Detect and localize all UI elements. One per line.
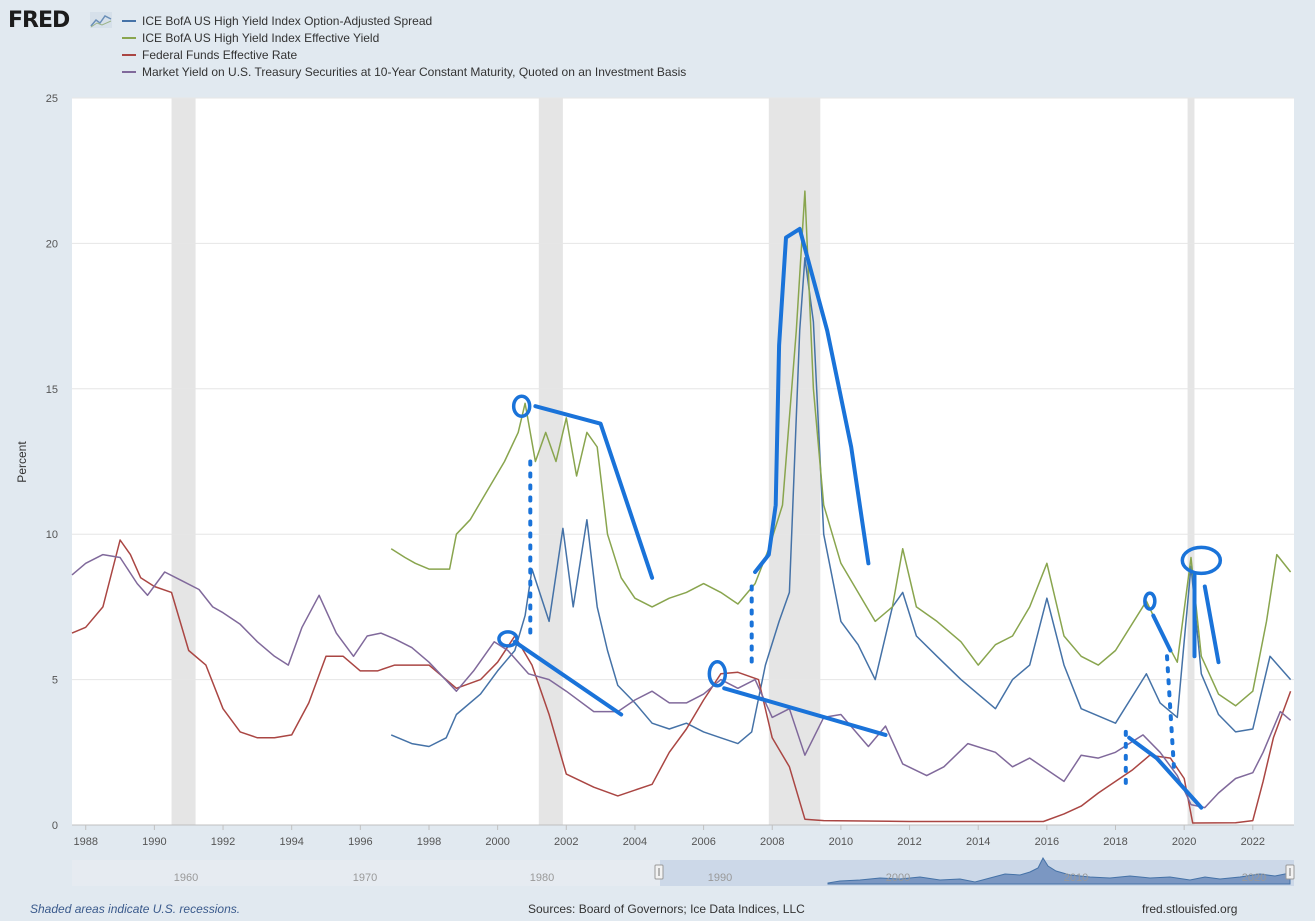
x-tick-label: 2000 — [485, 836, 509, 848]
navigator-tick-label: 1970 — [353, 872, 377, 884]
y-tick-label: 5 — [52, 675, 58, 687]
annotation-stroke — [1202, 584, 1221, 665]
x-tick-label: 2020 — [1172, 836, 1196, 848]
x-tick-label: 2016 — [1035, 836, 1059, 848]
annotation-stroke — [722, 686, 888, 737]
x-tick-label: 1994 — [279, 836, 303, 848]
annotation-circle — [707, 660, 728, 688]
navigator-tick-label: 1980 — [530, 872, 554, 884]
navigator-tick-label: 2000 — [886, 872, 910, 884]
annotation-circle — [497, 630, 519, 648]
legend-label: Federal Funds Effective Rate — [142, 47, 298, 62]
navigator-tick-label: 1960 — [174, 872, 198, 884]
x-tick-label: 1990 — [142, 836, 166, 848]
x-tick-label: 2022 — [1241, 836, 1265, 848]
plot-area — [72, 98, 1294, 825]
legend-item[interactable]: ICE BofA US High Yield Index Option-Adju… — [122, 12, 686, 29]
x-axis: 1988 1990 1992 1994 1996 1998 2000 2002 2004 2006… — [73, 825, 1265, 848]
y-tick-label: 0 — [52, 820, 58, 832]
source-url[interactable]: fred.stlouisfed.org — [1142, 902, 1238, 916]
legend-item[interactable]: Market Yield on U.S. Treasury Securities… — [122, 63, 686, 80]
navigator-tick-label: 1990 — [708, 872, 732, 884]
recession-band — [1187, 98, 1195, 825]
navigator-tick-label: 2020 — [1242, 872, 1266, 884]
series-line — [71, 553, 1292, 809]
legend-swatch — [122, 36, 136, 39]
series-line — [390, 257, 1292, 748]
y-tick-label: 20 — [46, 238, 58, 250]
legend-swatch — [122, 70, 136, 73]
y-tick-label: 10 — [46, 529, 58, 541]
series-line — [71, 539, 1292, 824]
navigator-tick-label: 2010 — [1064, 872, 1088, 884]
recession-note: Shaded areas indicate U.S. recessions. — [30, 902, 241, 916]
legend-label: Market Yield on U.S. Treasury Securities… — [142, 64, 687, 79]
legend-label: ICE BofA US High Yield Index Option-Adju… — [142, 13, 433, 28]
fred-chart-icon — [90, 12, 112, 28]
x-tick-label: 2014 — [966, 836, 990, 848]
fred-logo[interactable]: FRED — [8, 8, 70, 33]
sources-text: Sources: Board of Governors; Ice Data In… — [528, 902, 805, 916]
x-tick-label: 1992 — [211, 836, 235, 848]
x-tick-label: 2010 — [829, 836, 853, 848]
annotation-circle — [1143, 591, 1157, 611]
x-tick-label: 2006 — [691, 836, 715, 848]
annotation-stroke — [512, 639, 624, 717]
x-tick-label: 2012 — [897, 836, 921, 848]
y-tick-label: 15 — [46, 384, 58, 396]
annotation-circle — [511, 394, 532, 418]
annotation-circle — [1180, 545, 1223, 576]
hand-drawn-annotations — [497, 226, 1223, 810]
gridlines — [72, 97, 1294, 681]
annotation-stroke — [753, 226, 871, 574]
legend-swatch — [122, 19, 136, 22]
navigator[interactable]: 1960 1970 1980 1990 2000 2010 2020 — [72, 856, 1295, 886]
y-tick-label: 25 — [46, 93, 58, 105]
x-tick-label: 2018 — [1103, 836, 1127, 848]
y-axis: 0 5 10 15 20 25 — [46, 93, 58, 832]
legend: ICE BofA US High Yield Index Option-Adju… — [122, 12, 686, 80]
legend-label: ICE BofA US High Yield Index Effective Y… — [142, 30, 380, 45]
recession-band — [538, 98, 563, 825]
legend-item[interactable]: ICE BofA US High Yield Index Effective Y… — [122, 29, 686, 46]
x-tick-label: 2008 — [760, 836, 784, 848]
navigator-series — [827, 856, 1291, 885]
annotation-stroke — [1151, 613, 1173, 653]
x-tick-label: 1996 — [348, 836, 372, 848]
x-tick-label: 1988 — [73, 836, 97, 848]
x-tick-label: 1998 — [417, 836, 441, 848]
legend-swatch — [122, 53, 136, 56]
x-tick-label: 2004 — [623, 836, 647, 848]
legend-item[interactable]: Federal Funds Effective Rate — [122, 46, 686, 63]
recession-band — [171, 98, 196, 825]
annotation-stroke — [533, 404, 655, 580]
x-tick-label: 2002 — [554, 836, 578, 848]
annotation-stroke — [1127, 735, 1204, 810]
